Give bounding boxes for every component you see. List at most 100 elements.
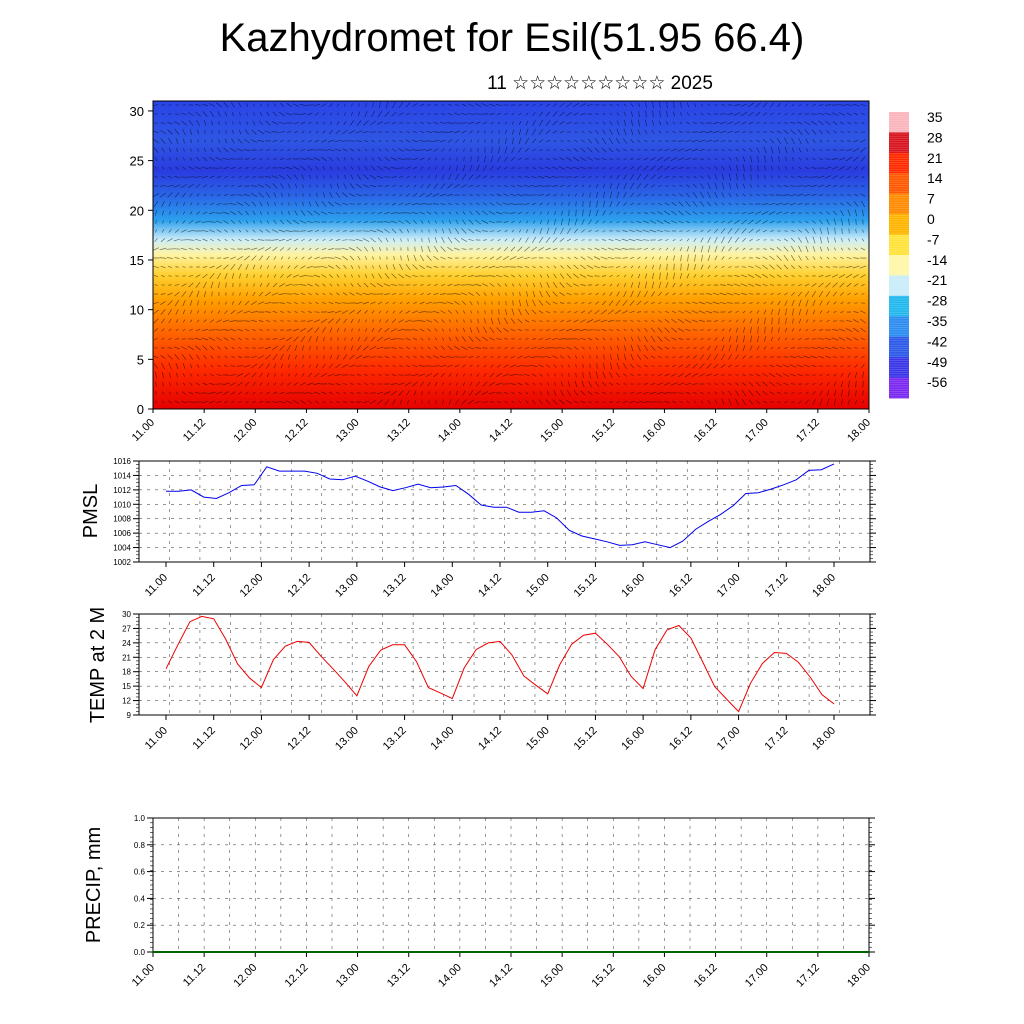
heatmap-x-tick-label: 17.00 — [743, 417, 771, 445]
y-tick-label: 15 — [122, 682, 131, 691]
y-tick-label: 1010 — [113, 500, 131, 509]
heatmap-y-tick-label: 5 — [137, 352, 144, 367]
y-tick-label: 0.0 — [134, 948, 146, 957]
x-tick-label: 12.12 — [285, 572, 313, 600]
x-tick-label: 15.00 — [524, 572, 552, 600]
y-tick-label: 0.2 — [134, 921, 146, 930]
colorbar-label: -21 — [927, 272, 947, 288]
heatmap-y-tick-label: 15 — [130, 253, 144, 268]
y-tick-label: 12 — [122, 697, 131, 706]
wind-vectors — [153, 101, 867, 406]
heatmap-y-tick-label: 25 — [130, 154, 144, 169]
x-tick-label: 11.00 — [143, 725, 170, 752]
pmsl-panel: 1002 1004 1006 1008 1010 1012 1014 1016 11.00 11.… — [80, 457, 876, 600]
colorbar-swatch — [889, 357, 909, 379]
x-tick-label: 12.12 — [283, 962, 311, 990]
heatmap-y-tick-label: 0 — [137, 402, 144, 417]
heatmap-x-tick-label: 15.00 — [538, 417, 566, 445]
colorbar-swatch — [889, 193, 909, 215]
heatmap-x-tick-label: 15.12 — [589, 417, 617, 445]
y-tick-label: 9 — [127, 711, 132, 720]
heatmap-x-tick-label: 16.00 — [641, 417, 669, 445]
heatmap-x-tick-label: 17.12 — [794, 417, 822, 445]
x-tick-label: 13.00 — [334, 962, 362, 990]
x-tick-label: 16.00 — [619, 725, 647, 753]
heatmap-x-tick-label: 13.12 — [385, 417, 413, 445]
y-tick-label: 1006 — [113, 529, 131, 538]
y-tick-label: 30 — [122, 610, 131, 619]
y-tick-label: 1004 — [113, 544, 131, 553]
colorbar-label: 35 — [927, 109, 943, 125]
y-tick-label: 1012 — [113, 486, 131, 495]
x-tick-label: 13.12 — [385, 962, 413, 990]
y-tick-label: 1016 — [113, 457, 131, 466]
y-tick-label: 1002 — [113, 558, 131, 567]
x-tick-label: 18.00 — [810, 725, 838, 753]
x-tick-label: 18.00 — [810, 572, 838, 600]
x-tick-label: 15.00 — [524, 725, 552, 753]
x-tick-label: 13.12 — [381, 572, 409, 600]
y-axis-label: TEMP at 2 M — [87, 607, 109, 723]
x-tick-label: 13.00 — [333, 572, 361, 600]
x-tick-label: 15.00 — [538, 962, 566, 990]
colorbar-label: 28 — [927, 129, 943, 145]
x-tick-label: 17.12 — [794, 962, 822, 990]
colorbar-label: 0 — [927, 211, 935, 227]
colorbar-label: -42 — [927, 333, 947, 349]
y-tick-label: 0.8 — [134, 841, 146, 850]
x-tick-label: 14.00 — [428, 572, 456, 600]
x-tick-label: 13.00 — [333, 725, 361, 753]
heatmap-x-tick-label: 16.12 — [692, 417, 720, 445]
colorbar-swatch — [889, 112, 909, 133]
x-tick-label: 12.00 — [238, 725, 266, 753]
colorbar-swatch — [889, 377, 909, 399]
x-tick-label: 17.00 — [743, 962, 771, 990]
data-series-line — [165, 615, 835, 713]
heatmap-x-tick-label: 18.00 — [845, 417, 873, 445]
y-axis-label: PMSL — [80, 484, 102, 538]
chart-title: Kazhydromet for Esil(51.95 66.4) — [219, 16, 805, 60]
x-tick-label: 17.00 — [715, 725, 743, 753]
heatmap-y-tick-label: 10 — [130, 303, 144, 318]
chart-subtitle: 11 ☆☆☆☆☆☆☆☆☆ 2025 — [487, 73, 713, 94]
x-tick-label: 16.00 — [619, 572, 647, 600]
colorbar-swatch — [889, 336, 909, 358]
x-tick-label: 17.12 — [762, 725, 790, 753]
colorbar-label: 21 — [927, 150, 943, 166]
x-tick-label: 14.12 — [476, 572, 504, 600]
x-tick-label: 16.12 — [692, 962, 720, 990]
colorbar-label: 7 — [927, 191, 935, 207]
temp-panel: 9 12 15 18 21 24 27 30 11.00 11.12 12.00 12.12 13.00… — [87, 607, 876, 753]
x-tick-label: 12.00 — [231, 962, 259, 990]
y-tick-label: 27 — [122, 624, 131, 633]
y-tick-label: 1.0 — [134, 814, 146, 823]
colorbar-swatch — [889, 255, 909, 276]
x-tick-label: 16.12 — [667, 572, 695, 600]
heatmap-panel: 0 5 10 15 20 25 30 11.00 11.12 12.00 12.12 13.00 13.… — [130, 100, 873, 445]
y-tick-label: 18 — [122, 668, 131, 677]
x-tick-label: 11.12 — [190, 572, 217, 599]
x-tick-label: 14.00 — [428, 725, 456, 753]
heatmap-y-tick-label: 30 — [130, 104, 144, 119]
x-tick-label: 14.00 — [436, 962, 464, 990]
heatmap-x-tick-label: 11.12 — [181, 417, 208, 444]
y-tick-label: 0.6 — [134, 868, 146, 877]
colorbar-label: -49 — [927, 354, 947, 370]
x-tick-label: 11.00 — [130, 962, 157, 989]
colorbar-label: -56 — [927, 374, 947, 390]
y-tick-label: 21 — [122, 653, 131, 662]
heatmap-x-tick-label: 13.00 — [334, 417, 362, 445]
x-tick-label: 15.12 — [589, 962, 617, 990]
colorbar-label: 14 — [927, 170, 943, 186]
colorbar-stripes — [889, 111, 909, 399]
x-tick-label: 16.12 — [667, 725, 695, 753]
colorbar-label: -14 — [927, 252, 947, 268]
x-tick-label: 12.00 — [238, 572, 266, 600]
colorbar-label: -7 — [927, 231, 940, 247]
x-tick-label: 16.00 — [641, 962, 669, 990]
heatmap-x-tick-label: 14.00 — [436, 417, 464, 445]
x-tick-label: 14.12 — [476, 725, 504, 753]
colorbar-label: -35 — [927, 313, 947, 329]
x-tick-label: 11.00 — [143, 572, 170, 599]
